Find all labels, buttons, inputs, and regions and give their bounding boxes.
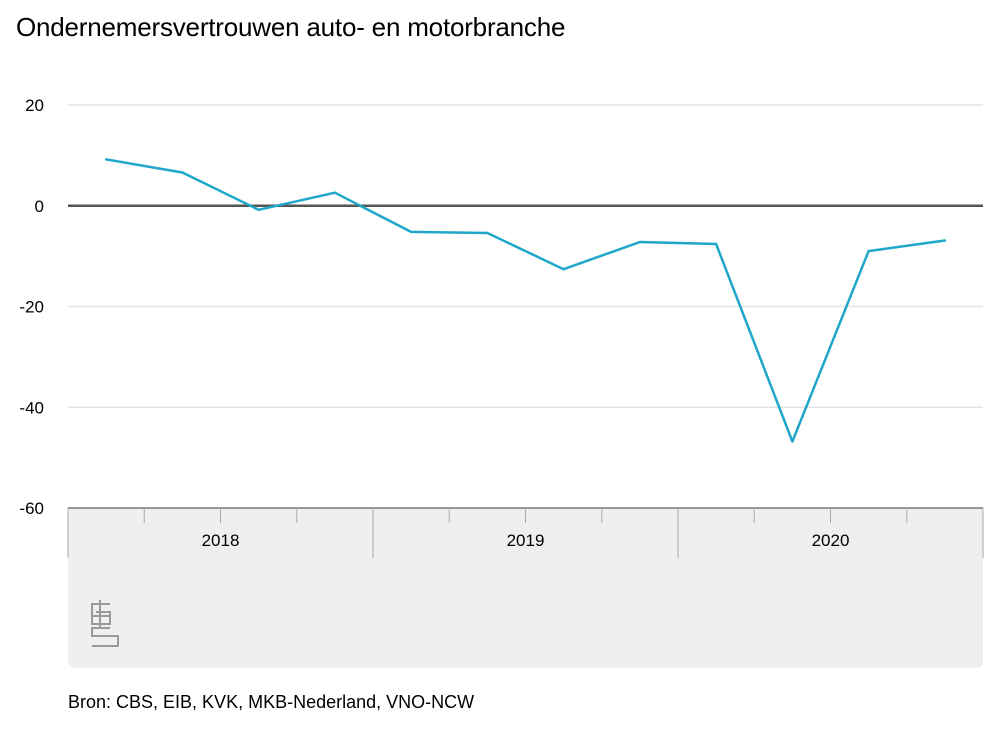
data-point [638,240,642,244]
grid-layer [68,104,983,408]
series-line [105,158,946,443]
series-layer [104,158,947,443]
x-category-label: 2018 [202,531,240,550]
x-axis-panel [68,508,983,668]
y-tick-label: -60 [19,499,44,518]
data-point [562,268,565,271]
y-axis-ticks: 20 0 -20 -40 -60 [19,96,44,518]
data-point [104,158,108,161]
data-point [943,239,947,242]
data-point [714,242,718,246]
data-point [486,231,489,235]
y-tick-label: 20 [25,96,44,115]
data-point [867,249,870,253]
y-tick-label: -20 [19,298,44,317]
data-point [409,230,413,234]
x-axis: 2018 2019 2020 [67,507,984,558]
x-category-label: 2019 [507,531,545,550]
data-point [791,440,794,443]
y-tick-label: 0 [35,197,44,216]
data-point [257,208,260,211]
data-point [181,171,184,174]
cbs-logo [91,600,119,647]
chart-title: Ondernemersvertrouwen auto- en motorbran… [16,12,566,42]
source-note: Bron: CBS, EIB, KVK, MKB-Nederland, VNO-… [68,692,475,712]
x-category-label: 2020 [812,531,850,550]
y-tick-label: -40 [19,398,44,417]
data-point [333,191,337,194]
